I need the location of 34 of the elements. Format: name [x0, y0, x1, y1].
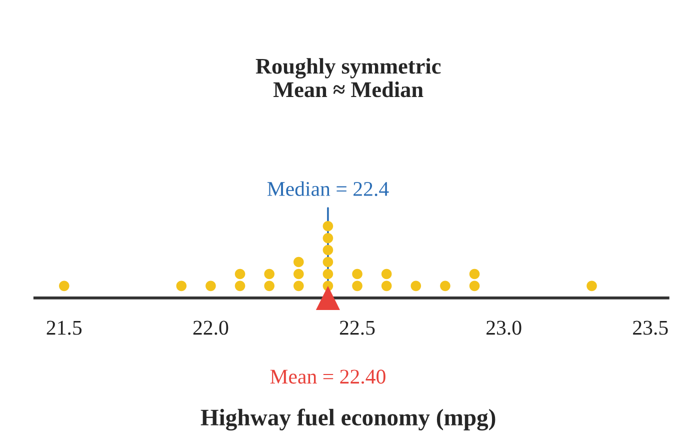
point	[322, 232, 334, 244]
point	[322, 244, 334, 256]
x-tick-label: 23.0	[486, 320, 522, 335]
point	[381, 268, 392, 280]
point	[440, 280, 450, 292]
point	[381, 280, 392, 292]
point	[352, 268, 362, 280]
x-axis-title: Highway fuel economy (mpg)	[200, 408, 496, 430]
point	[322, 268, 334, 280]
chart-title: Roughly symmetric Mean ≈ Median	[256, 58, 441, 98]
point	[322, 220, 334, 232]
point	[293, 268, 304, 280]
ref-line-label: Median = 22.4	[267, 181, 389, 196]
point	[206, 280, 216, 292]
point	[293, 256, 304, 268]
x-tick-label: 21.5	[46, 320, 82, 335]
point	[264, 268, 274, 280]
point	[264, 280, 274, 292]
point	[352, 280, 362, 292]
point	[234, 268, 246, 280]
point	[293, 280, 304, 292]
point	[586, 280, 597, 292]
text: Mean = 22.40	[270, 370, 386, 384]
point	[234, 280, 246, 292]
point	[469, 268, 480, 280]
point	[58, 280, 70, 292]
x-tick-label: 22.5	[340, 320, 375, 335]
point	[469, 280, 480, 292]
point	[176, 280, 187, 292]
point	[316, 286, 340, 310]
x-tick-label: 23.5	[633, 320, 668, 335]
point	[322, 256, 334, 268]
point	[410, 280, 422, 292]
x-tick-label: 22.0	[193, 320, 228, 335]
